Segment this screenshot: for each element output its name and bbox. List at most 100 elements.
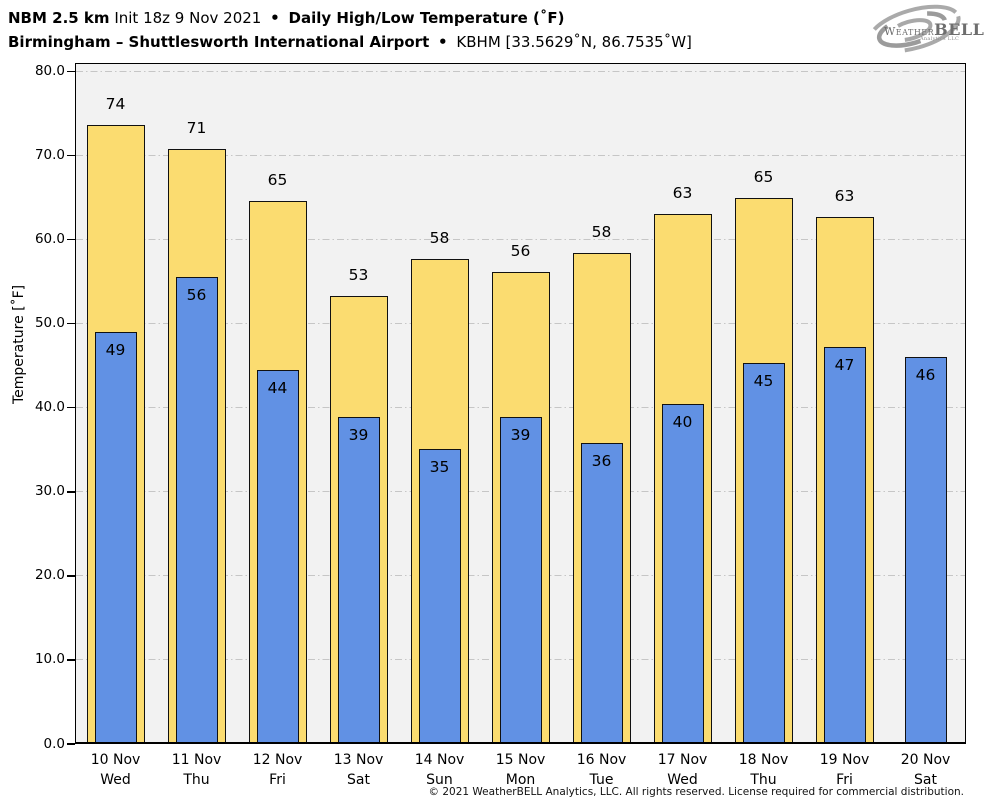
y-tick-mark (67, 322, 75, 325)
logo-weather-text: Weather (884, 25, 935, 38)
low-value-label: 39 (510, 425, 531, 444)
model-name: NBM 2.5 km (8, 9, 110, 27)
x-tick-day: Thu (750, 771, 777, 788)
x-tick-day: Mon (505, 771, 536, 788)
y-tick-mark (67, 154, 75, 157)
plot-area: 0.0 10.0 20.0 30.0 40.0 50.0 60.0 70.0 80.0 74 49 1… (35, 63, 966, 788)
x-tick-label: 12 Nov Fri (253, 751, 303, 790)
y-tick-label: 60.0 (34, 231, 65, 248)
high-value-label: 58 (429, 228, 450, 247)
init-time: Init 18z 9 Nov 2021 (114, 9, 262, 27)
x-tick-label: 14 Nov Sun (415, 751, 465, 790)
y-tick-label: 20.0 (34, 567, 65, 584)
logo-analytics-text: Analytics LLC (920, 36, 960, 42)
low-value-label: 47 (834, 356, 855, 375)
x-tick-label: 17 Nov Wed (658, 751, 708, 790)
y-tick-mark (67, 70, 75, 73)
x-tick-date: 19 Nov (819, 752, 870, 768)
x-tick-date: 20 Nov (900, 752, 951, 768)
high-value-label: 53 (348, 265, 369, 284)
hurricane-swirl-icon (867, 4, 961, 54)
low-value-label: 56 (186, 286, 207, 305)
y-tick-label: 30.0 (34, 483, 65, 500)
high-value-label: 71 (186, 118, 207, 137)
y-tick-mark (67, 575, 75, 577)
x-tick-day: Thu (183, 771, 210, 788)
low-bar (580, 443, 623, 744)
chart-title-line: NBM 2.5 km Init 18z 9 Nov 2021 • Daily H… (8, 6, 692, 30)
low-value-label: 45 (753, 372, 774, 391)
chart-subtitle-line: Birmingham – Shuttlesworth International… (8, 30, 692, 54)
logo-wordmark: WeatherBELL (884, 20, 984, 39)
gridline-80 (76, 70, 965, 72)
x-tick-day: Wed (667, 771, 698, 788)
subtitle-bullet: • (438, 33, 448, 51)
x-tick-day: Sun (426, 771, 453, 788)
station-coordinates: KBHM [33.5629˚N, 86.7535˚W] (456, 33, 692, 51)
title-bullet: • (270, 9, 280, 27)
x-tick-day: Fri (836, 771, 853, 788)
low-bar (337, 416, 380, 744)
y-tick-mark (67, 406, 75, 409)
x-tick-day: Sat (914, 771, 937, 788)
y-tick-mark (67, 743, 75, 745)
high-value-label: 65 (753, 168, 774, 187)
y-tick-mark (67, 659, 75, 661)
x-tick-date: 16 Nov (576, 752, 627, 768)
chart-header: NBM 2.5 km Init 18z 9 Nov 2021 • Daily H… (8, 6, 692, 54)
x-tick-date: 18 Nov (738, 752, 789, 768)
low-bar (256, 369, 299, 744)
x-tick-day: Wed (100, 771, 131, 788)
y-tick-label: 40.0 (34, 399, 65, 416)
low-value-label: 44 (267, 378, 288, 397)
y-tick-label: 80.0 (34, 62, 65, 79)
x-tick-date: 11 Nov (171, 752, 222, 768)
high-value-label: 65 (267, 170, 288, 189)
x-tick-date: 17 Nov (657, 752, 708, 768)
y-tick-label: 70.0 (34, 146, 65, 163)
product-name: Daily High/Low Temperature (˚F) (288, 9, 565, 27)
low-bar (175, 277, 218, 744)
low-value-label: 49 (105, 341, 126, 360)
gridline-70 (76, 154, 965, 156)
high-value-label: 74 (105, 95, 126, 114)
high-value-label: 63 (672, 184, 693, 203)
location-name: Birmingham – Shuttlesworth International… (8, 33, 430, 51)
x-tick-date: 12 Nov (252, 752, 303, 768)
low-value-label: 39 (348, 425, 369, 444)
x-tick-label: 15 Nov Mon (496, 751, 546, 790)
y-tick-label: 50.0 (34, 315, 65, 332)
low-bar (499, 416, 542, 744)
x-tick-day: Sat (347, 771, 370, 788)
low-value-label: 46 (915, 366, 936, 385)
x-tick-label: 10 Nov Wed (91, 751, 141, 790)
low-value-label: 36 (591, 452, 612, 470)
x-tick-label: 20 Nov Sat (901, 751, 951, 790)
x-tick-date: 10 Nov (90, 752, 141, 768)
y-axis-title: Temperature [˚F] (11, 284, 27, 404)
x-tick-label: 11 Nov Thu (172, 751, 222, 790)
x-tick-label: 19 Nov Fri (820, 751, 870, 790)
high-value-label: 63 (834, 186, 855, 205)
copyright-notice: © 2021 WeatherBELL Analytics, LLC. All r… (428, 786, 964, 798)
low-bar (94, 332, 137, 744)
x-tick-date: 14 Nov (414, 752, 465, 768)
x-tick-label: 16 Nov Tue (577, 751, 627, 790)
y-tick-label: 10.0 (34, 651, 65, 668)
y-tick-mark (67, 490, 75, 493)
y-tick-label: 0.0 (43, 735, 65, 752)
x-tick-label: 18 Nov Thu (739, 751, 789, 790)
y-tick-mark (67, 238, 75, 241)
low-bar (661, 404, 704, 744)
low-bar (418, 448, 461, 744)
gridline-60 (76, 239, 965, 241)
x-tick-day: Fri (269, 771, 286, 788)
low-value-label: 35 (429, 457, 450, 476)
logo-bell-text: BELL (934, 20, 984, 39)
low-bar (742, 363, 785, 744)
low-bar (904, 357, 947, 744)
x-tick-day: Tue (589, 771, 614, 788)
high-value-label: 56 (510, 242, 531, 261)
x-tick-label: 13 Nov Sat (334, 751, 384, 790)
